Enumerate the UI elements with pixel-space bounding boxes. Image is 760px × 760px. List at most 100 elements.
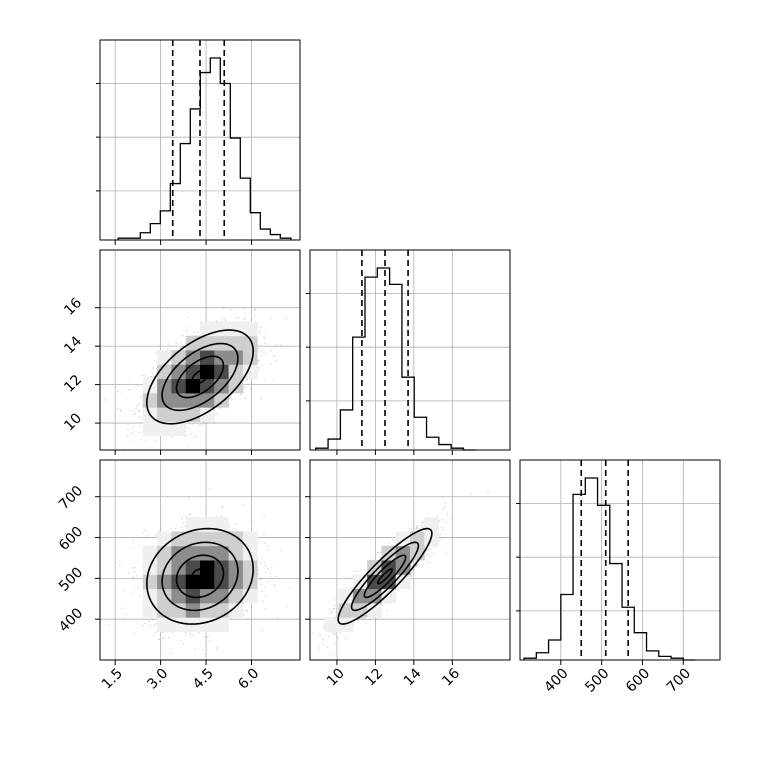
sample-point bbox=[428, 512, 431, 514]
sample-point bbox=[443, 502, 446, 504]
density-cell bbox=[142, 421, 158, 437]
axes-frame bbox=[99, 459, 301, 661]
sample-point bbox=[155, 367, 158, 370]
sample-point bbox=[162, 637, 164, 640]
sample-point bbox=[246, 610, 249, 613]
panel-content bbox=[100, 460, 300, 660]
sample-point bbox=[132, 540, 135, 542]
sample-point bbox=[216, 515, 219, 518]
sample-point bbox=[257, 360, 259, 363]
sample-point bbox=[155, 352, 158, 354]
sample-point bbox=[171, 458, 173, 460]
sample-point bbox=[160, 527, 163, 530]
sample-point bbox=[410, 527, 413, 530]
sample-point bbox=[189, 513, 192, 515]
sample-point bbox=[257, 569, 259, 571]
density-cell bbox=[142, 574, 158, 590]
density-cell bbox=[157, 350, 172, 365]
histogram-panel-2 bbox=[516, 459, 721, 661]
sample-point bbox=[263, 561, 266, 564]
sample-point bbox=[185, 515, 187, 518]
sample-point bbox=[427, 561, 430, 564]
sample-point bbox=[317, 648, 320, 651]
sample-point bbox=[333, 633, 336, 635]
sample-point bbox=[142, 374, 144, 376]
sample-point bbox=[441, 526, 443, 529]
sample-point bbox=[422, 563, 424, 566]
sample-point bbox=[233, 527, 235, 530]
sample-point bbox=[106, 536, 109, 539]
sample-point bbox=[261, 578, 263, 580]
sample-point bbox=[170, 527, 172, 530]
scatter-panel-1 bbox=[95, 459, 301, 665]
sample-point bbox=[260, 590, 263, 593]
sample-point bbox=[445, 551, 448, 553]
sample-point bbox=[192, 423, 195, 425]
sample-point bbox=[150, 376, 152, 378]
sample-point bbox=[363, 617, 365, 620]
sample-point bbox=[151, 375, 153, 378]
sample-point bbox=[229, 411, 232, 414]
sample-point bbox=[410, 565, 413, 568]
sample-point bbox=[158, 638, 160, 641]
sample-point bbox=[260, 354, 263, 356]
sample-point bbox=[427, 548, 429, 551]
sample-point bbox=[273, 354, 275, 357]
sample-point bbox=[264, 571, 267, 573]
sample-point bbox=[178, 347, 181, 349]
sample-point bbox=[377, 551, 379, 554]
panel-content bbox=[310, 460, 510, 660]
density-cell bbox=[157, 531, 172, 547]
sample-point bbox=[203, 422, 205, 424]
sample-point bbox=[137, 403, 140, 405]
sample-point bbox=[123, 618, 125, 620]
sample-point bbox=[329, 608, 332, 610]
sample-point bbox=[170, 652, 173, 654]
sample-point bbox=[442, 507, 444, 510]
sample-point bbox=[230, 396, 233, 399]
sample-point bbox=[265, 595, 268, 598]
sample-point bbox=[429, 548, 432, 550]
sample-point bbox=[119, 409, 122, 412]
sample-point bbox=[203, 636, 206, 638]
sample-point bbox=[242, 503, 245, 506]
sample-point bbox=[267, 581, 269, 583]
sample-point bbox=[364, 568, 366, 571]
density-cell bbox=[200, 517, 215, 532]
sample-point bbox=[415, 527, 418, 530]
density-cell bbox=[242, 321, 258, 337]
sample-point bbox=[415, 526, 418, 529]
contour-line bbox=[146, 527, 254, 625]
sample-point bbox=[129, 409, 131, 411]
sample-point bbox=[317, 646, 320, 648]
sample-point bbox=[134, 566, 136, 569]
density-cell bbox=[242, 335, 258, 351]
contour-line bbox=[161, 541, 239, 612]
sample-point bbox=[129, 440, 132, 443]
sample-point bbox=[223, 317, 226, 320]
density-cell bbox=[214, 378, 230, 394]
sample-point bbox=[181, 517, 183, 520]
sample-point bbox=[275, 575, 278, 578]
sample-point bbox=[332, 631, 334, 634]
sample-point bbox=[190, 432, 193, 435]
sample-point bbox=[445, 521, 448, 524]
sample-point bbox=[170, 436, 173, 438]
sample-point bbox=[311, 632, 314, 635]
sample-point bbox=[337, 608, 339, 611]
sample-point bbox=[431, 551, 433, 554]
sample-point bbox=[357, 570, 359, 572]
sample-point bbox=[222, 306, 225, 308]
sample-point bbox=[439, 540, 441, 542]
density-cell bbox=[185, 588, 201, 604]
sample-point bbox=[334, 604, 336, 607]
sample-point bbox=[422, 521, 425, 524]
sample-point bbox=[260, 583, 263, 585]
sample-point bbox=[216, 646, 219, 649]
sample-point bbox=[370, 558, 373, 560]
sample-point bbox=[169, 345, 172, 348]
scatter-panel-0 bbox=[95, 249, 301, 460]
sample-point bbox=[220, 515, 223, 518]
density-cell bbox=[242, 531, 258, 547]
sample-point bbox=[246, 618, 249, 620]
